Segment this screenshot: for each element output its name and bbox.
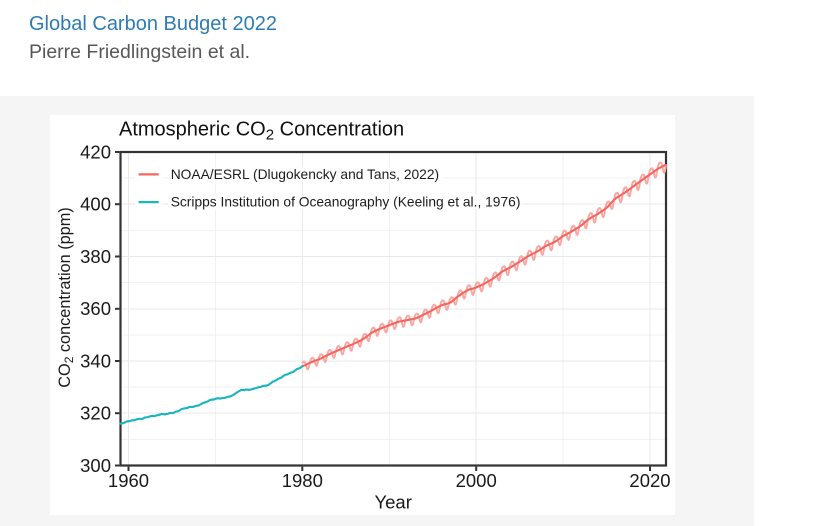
svg-text:320: 320 — [80, 403, 111, 424]
svg-text:1960: 1960 — [108, 470, 149, 491]
svg-text:360: 360 — [80, 298, 111, 319]
svg-text:Scripps Institution of Oceanog: Scripps Institution of Oceanography (Kee… — [171, 195, 521, 210]
svg-text:CO2 concentration (ppm): CO2 concentration (ppm) — [56, 207, 76, 387]
svg-text:300: 300 — [80, 455, 111, 476]
svg-text:1980: 1980 — [282, 470, 323, 491]
svg-text:400: 400 — [80, 194, 111, 215]
svg-text:380: 380 — [80, 246, 111, 267]
svg-text:Atmospheric CO2 Concentration: Atmospheric CO2 Concentration — [119, 118, 404, 143]
svg-text:NOAA/ESRL (Dlugokencky and Tan: NOAA/ESRL (Dlugokencky and Tans, 2022) — [171, 167, 439, 182]
svg-text:2020: 2020 — [629, 470, 670, 491]
svg-text:Year: Year — [375, 492, 412, 513]
svg-text:2000: 2000 — [456, 470, 497, 491]
svg-text:340: 340 — [80, 350, 111, 371]
svg-text:420: 420 — [80, 141, 111, 162]
